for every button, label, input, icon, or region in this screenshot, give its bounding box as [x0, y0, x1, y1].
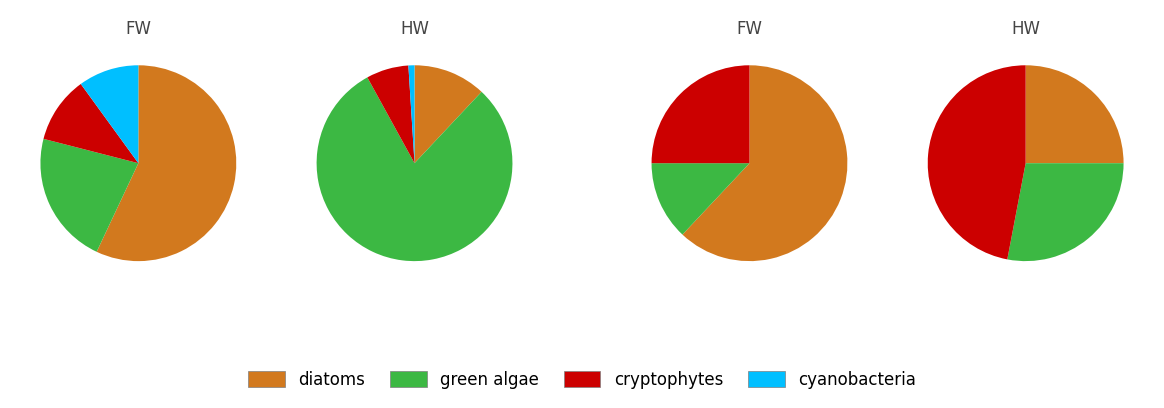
Wedge shape	[928, 65, 1025, 259]
Title: FW: FW	[737, 20, 762, 38]
Wedge shape	[652, 163, 750, 235]
Wedge shape	[41, 139, 139, 252]
Wedge shape	[317, 78, 512, 261]
Wedge shape	[1025, 65, 1123, 163]
Wedge shape	[682, 65, 847, 261]
Title: FW: FW	[126, 20, 151, 38]
Title: HW: HW	[400, 20, 430, 38]
Wedge shape	[652, 65, 750, 163]
Wedge shape	[368, 65, 414, 163]
Wedge shape	[43, 84, 139, 163]
Wedge shape	[409, 65, 414, 163]
Wedge shape	[414, 65, 482, 163]
Title: HW: HW	[1012, 20, 1041, 38]
Wedge shape	[80, 65, 139, 163]
Wedge shape	[1007, 163, 1123, 261]
Legend: diatoms, green algae, cryptophytes, cyanobacteria: diatoms, green algae, cryptophytes, cyan…	[241, 364, 923, 396]
Wedge shape	[97, 65, 236, 261]
